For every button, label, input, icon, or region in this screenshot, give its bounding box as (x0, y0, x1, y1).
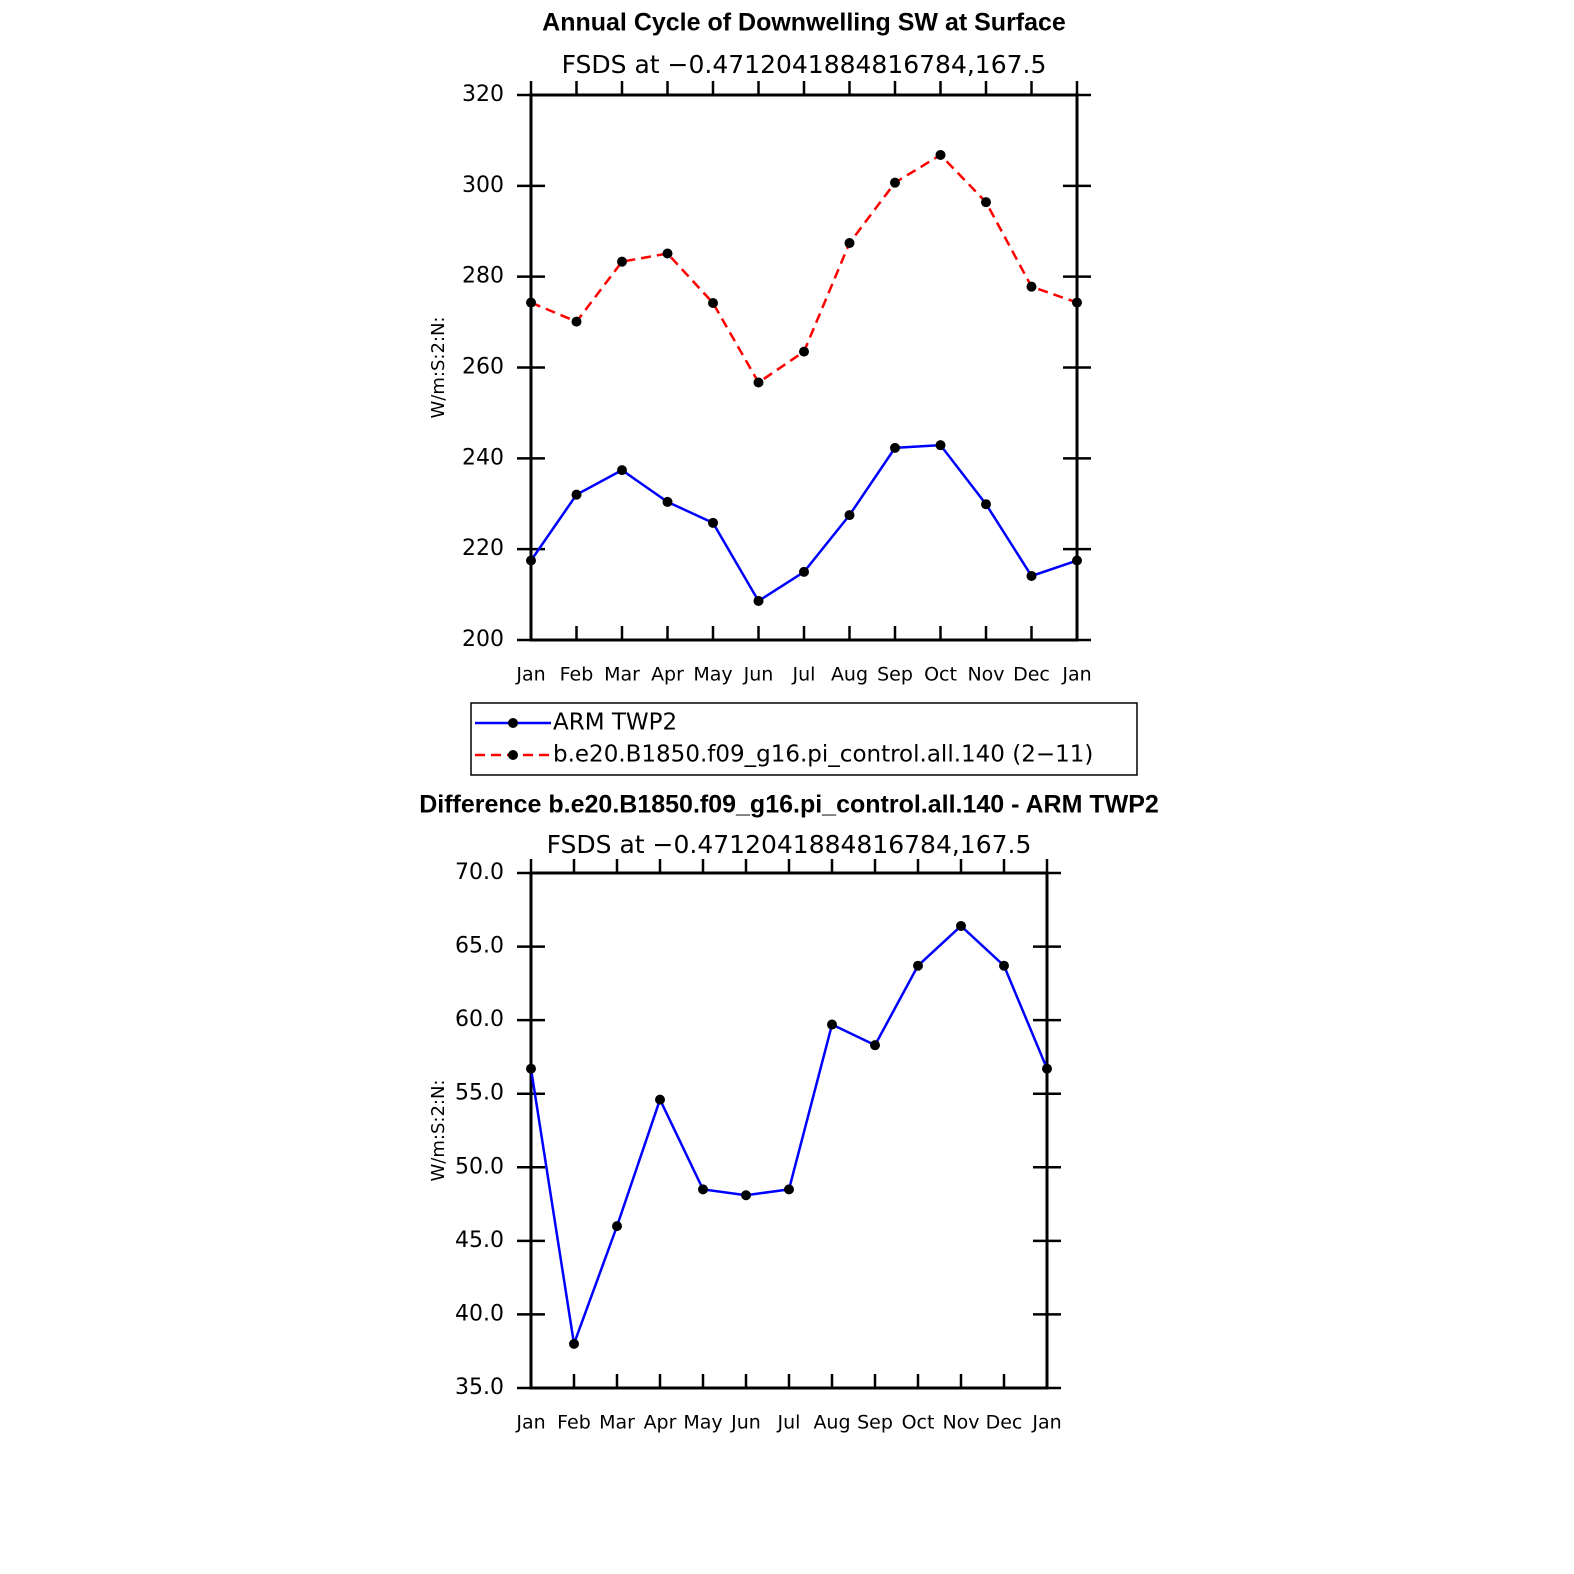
x-tick-label: Jun (743, 664, 774, 686)
x-tick-label: Nov (967, 664, 1004, 686)
y-tick-label: 260 (462, 355, 504, 380)
y-tick-label: 240 (462, 445, 504, 470)
data-point (662, 496, 673, 507)
data-point (844, 510, 855, 521)
x-tick-label: Sep (857, 1412, 893, 1434)
y-tick-label: 35.0 (455, 1375, 504, 1400)
y-tick-label: 300 (462, 173, 504, 198)
legend-label: ARM TWP2 (553, 710, 677, 736)
legend-marker (508, 718, 518, 728)
data-point (784, 1184, 794, 1195)
x-tick-label: Jan (1061, 664, 1091, 686)
data-point (827, 1019, 837, 1030)
data-point (935, 440, 946, 451)
data-point (981, 499, 991, 510)
data-point (999, 960, 1009, 971)
chart-subtitle: FSDS at −0.4712041884816784,167.5 (547, 830, 1032, 859)
legend-label: b.e20.B1850.f09_g16.pi_control.all.140 (… (553, 742, 1093, 768)
x-tick-label: Jul (777, 1412, 801, 1434)
x-tick-label: Jan (515, 664, 545, 686)
data-point (935, 149, 946, 160)
data-point (526, 555, 536, 566)
data-point (981, 197, 991, 208)
data-point (913, 960, 923, 971)
chart-title: Annual Cycle of Downwelling SW at Surfac… (542, 9, 1066, 37)
x-tick-label: Jul (792, 664, 816, 686)
data-point (1026, 570, 1037, 581)
x-tick-label: Mar (604, 664, 640, 686)
x-tick-label: Aug (831, 664, 868, 686)
data-line (529, 443, 1078, 603)
y-tick-label: 280 (462, 264, 504, 289)
y-tick-label: 55.0 (455, 1081, 504, 1106)
data-point (1072, 297, 1082, 308)
x-tick-label: Sep (877, 664, 913, 686)
y-tick-label: 220 (462, 536, 504, 561)
data-point (753, 377, 764, 388)
data-point (617, 465, 627, 476)
data-point (662, 248, 673, 259)
x-tick-label: Dec (1013, 664, 1050, 686)
y-tick-label: 50.0 (455, 1154, 504, 1179)
data-point (612, 1221, 622, 1232)
x-tick-label: Oct (902, 1412, 935, 1434)
data-point (569, 1338, 579, 1349)
data-point (1026, 281, 1037, 292)
y-axis-label: W/m:S:2:N: (428, 1080, 449, 1182)
data-point (1072, 555, 1082, 566)
data-point (708, 517, 718, 528)
y-tick-label: 70.0 (455, 860, 504, 885)
plot-frame (529, 93, 1079, 642)
data-point (571, 489, 582, 500)
legend-box (470, 702, 1138, 776)
data-point (890, 177, 900, 188)
data-point (741, 1190, 751, 1201)
x-tick-label: Jun (730, 1412, 761, 1434)
data-point (956, 920, 966, 931)
y-tick-label: 320 (462, 82, 504, 107)
data-point (655, 1094, 665, 1105)
x-tick-label: May (693, 664, 732, 686)
chart-title: Difference b.e20.B1850.f09_g16.pi_contro… (419, 791, 1159, 819)
x-tick-label: May (683, 1412, 722, 1434)
x-tick-label: Nov (942, 1412, 979, 1434)
x-tick-label: Feb (557, 1412, 591, 1434)
y-axis-label: W/m:S:2:N: (428, 317, 449, 419)
chart-subtitle: FSDS at −0.4712041884816784,167.5 (562, 50, 1047, 79)
x-tick-label: Apr (651, 664, 684, 686)
data-point (1042, 1063, 1052, 1074)
x-tick-label: Jan (1031, 1412, 1061, 1434)
y-tick-label: 40.0 (455, 1301, 504, 1326)
y-tick-label: 60.0 (455, 1007, 504, 1032)
data-point (526, 297, 536, 308)
x-tick-label: Dec (986, 1412, 1023, 1434)
data-point (753, 595, 764, 606)
data-point (844, 238, 855, 249)
data-point (526, 1063, 536, 1074)
data-point (698, 1184, 708, 1195)
data-point (870, 1040, 880, 1051)
x-tick-label: Apr (644, 1412, 677, 1434)
y-tick-label: 65.0 (455, 934, 504, 959)
y-tick-label: 45.0 (455, 1228, 504, 1253)
legend-marker (508, 750, 518, 760)
data-point (617, 256, 627, 267)
x-tick-label: Jan (515, 1412, 545, 1434)
data-point (890, 442, 900, 453)
x-tick-label: Mar (599, 1412, 635, 1434)
y-tick-label: 200 (462, 627, 504, 652)
data-point (708, 298, 718, 309)
x-tick-label: Feb (560, 664, 594, 686)
data-point (571, 316, 582, 327)
plot-frame (529, 871, 1049, 1390)
x-tick-label: Oct (924, 664, 957, 686)
data-line (529, 924, 1049, 1345)
data-point (799, 346, 809, 357)
x-tick-label: Aug (813, 1412, 850, 1434)
data-point (799, 566, 809, 577)
